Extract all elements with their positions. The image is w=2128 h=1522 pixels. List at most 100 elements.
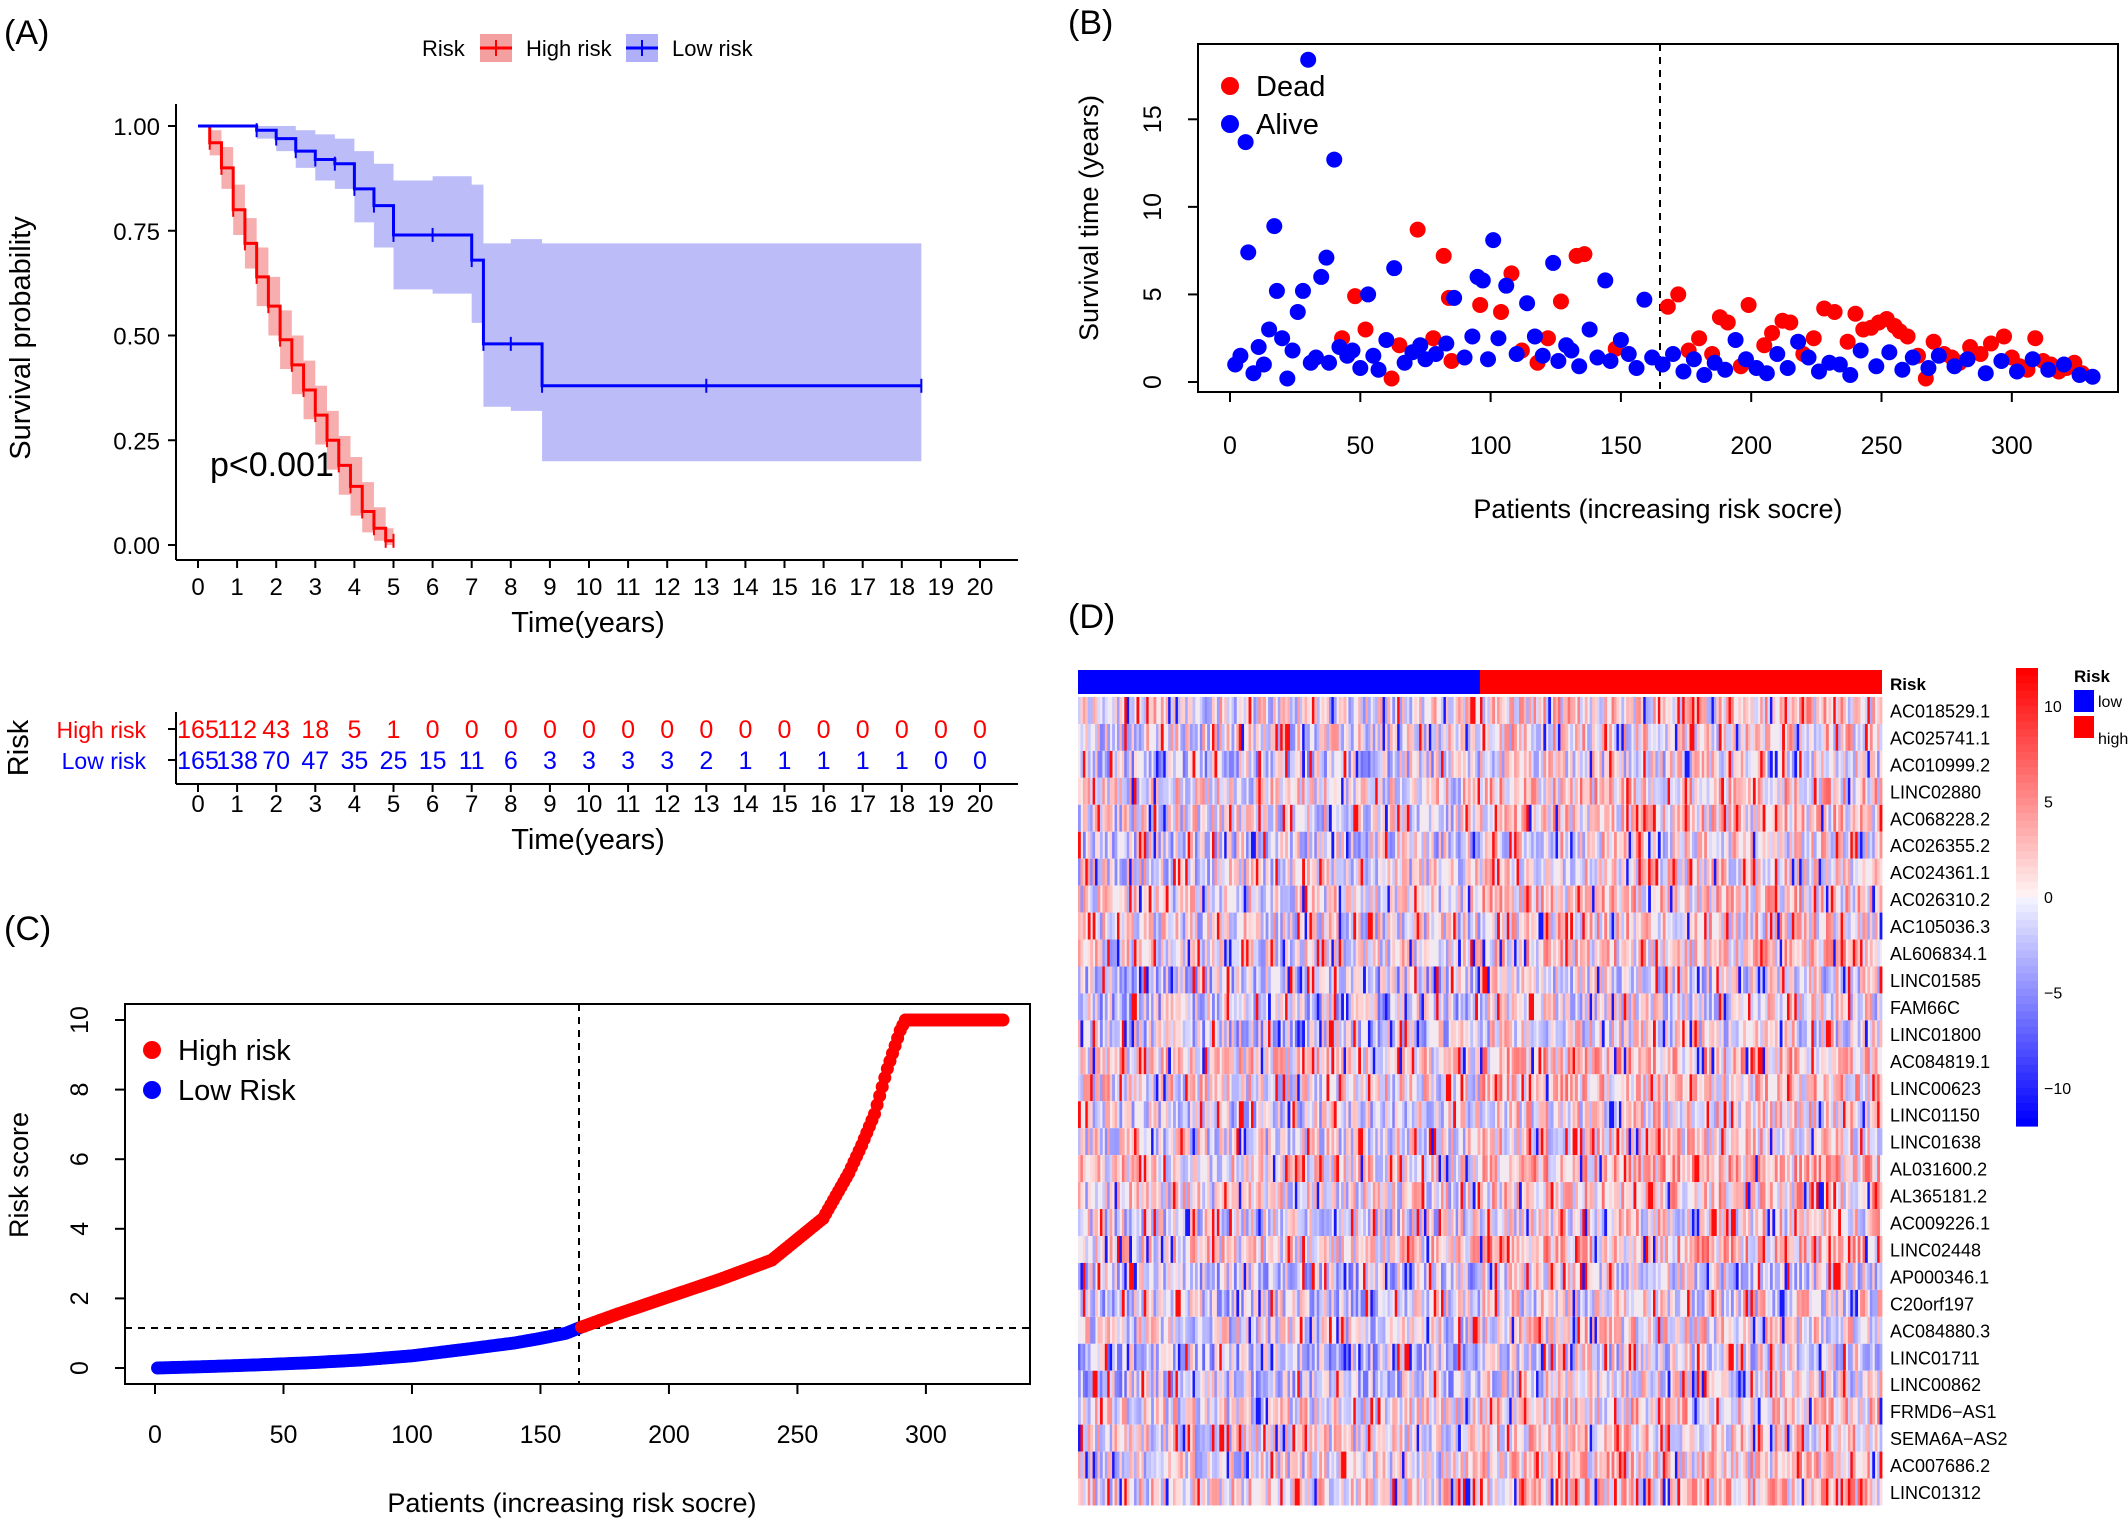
heatmap-cell [1350,993,1354,1021]
heatmap-cell [1087,831,1091,859]
heatmap-cell [1667,1047,1671,1075]
heatmap-cell [1350,912,1354,940]
heatmap-cell [1560,723,1564,751]
table-cell: 1 [738,747,752,775]
heatmap-cell [1830,885,1834,913]
heatmap-cell [1177,1101,1181,1129]
heatmap-cell [1609,966,1612,994]
heatmap-cell [1297,1020,1301,1048]
x-tick-label: 6 [426,574,439,601]
heatmap-cell [1779,885,1783,913]
heatmap-cell [1297,777,1301,805]
heatmap-cell [1862,1020,1866,1048]
heatmap-cell [1740,912,1744,940]
heatmap-cell [1394,777,1398,805]
heatmap-cell [1657,1074,1661,1102]
heatmap-cell [1277,777,1281,805]
heatmap-cell [1572,1020,1576,1048]
heatmap-cell [1307,912,1310,940]
heatmap-cell [1470,697,1474,724]
heatmap-cell [1441,1074,1444,1102]
heatmap-cell [1497,912,1500,940]
x-tick-label: 9 [543,574,556,601]
heatmap-cell [1462,939,1466,967]
heatmap-cell [1221,723,1225,751]
heatmap-cell [1504,723,1508,751]
heatmap-cell [1160,804,1164,832]
heatmap-cell [1233,1101,1237,1129]
heatmap-cell [1280,777,1284,805]
heatmap-cell [1786,777,1790,805]
heatmap-cell [1343,912,1347,940]
heatmap-cell [1165,993,1169,1021]
heatmap-cell [1601,723,1605,751]
heatmap-cell [1182,831,1186,859]
heatmap-cell [1406,697,1410,724]
heatmap-cell [1299,966,1303,994]
heatmap-cell [1616,697,1620,724]
heatmap-cell [1709,1020,1712,1048]
heatmap-cell [1358,993,1362,1021]
heatmap-cell [1095,804,1098,832]
heatmap-cell [1869,750,1873,778]
heatmap-cell [1099,939,1103,967]
heatmap-cell [1431,885,1435,913]
heatmap-cell [1341,723,1344,751]
heatmap-cell [1618,1101,1622,1129]
heatmap-cell [1348,804,1352,832]
heatmap-cell [1596,966,1600,994]
point-dead [1805,330,1822,347]
heatmap-cell [1423,831,1427,859]
heatmap-cell [1477,831,1481,859]
heatmap-cell [1336,939,1340,967]
heatmap-cell [1733,1101,1737,1129]
heatmap-cell [1207,804,1210,832]
heatmap-cell [1355,1101,1359,1129]
y-tick-label: 0.75 [113,219,160,246]
heatmap-cell [1092,777,1096,805]
heatmap-cell [1328,1020,1332,1048]
point-dead [1435,247,1452,264]
heatmap-cell [1121,1047,1125,1075]
heatmap-cell [1355,750,1359,778]
table-cell: 0 [817,716,831,744]
heatmap-cell [1821,1020,1824,1048]
heatmap-cell [1816,858,1820,886]
heatmap-cell [1272,1020,1276,1048]
heatmap-cell [1794,966,1798,994]
heatmap-cell [1399,723,1403,751]
heatmap-cell [1694,1047,1698,1075]
annotation-bar-low [1078,670,1480,694]
heatmap-cell [1862,1047,1866,1075]
heatmap-cell [1258,697,1262,724]
heatmap-cell [1428,750,1432,778]
heatmap-cell [1433,993,1437,1021]
heatmap-cell [1584,750,1588,778]
heatmap-cell [1706,858,1710,886]
heatmap-cell [1350,831,1354,859]
heatmap-cell [1594,750,1598,778]
heatmap-cell [1540,885,1544,913]
heatmap-cell [1233,912,1237,940]
heatmap-cell [1769,939,1773,967]
heatmap-cell [1640,912,1644,940]
heatmap-cell [1326,858,1330,886]
heatmap-cell [1545,1074,1549,1102]
heatmap-cell [1611,750,1615,778]
heatmap-cell [1762,939,1766,967]
heatmap-cell [1255,858,1259,886]
point-alive [1474,272,1491,289]
heatmap-cell [1268,1074,1271,1102]
heatmap-cell [1302,697,1305,724]
heatmap-cell [1348,697,1352,724]
heatmap-cell [1614,939,1617,967]
heatmap-cell [1155,885,1159,913]
heatmap-cell [1769,831,1773,859]
heatmap-cell [1414,777,1418,805]
heatmap-cell [1606,993,1610,1021]
heatmap-cell [1304,966,1308,994]
heatmap-cell [1796,831,1800,859]
heatmap-cell [1823,777,1827,805]
heatmap-cell [1643,750,1647,778]
heatmap-cell [1521,966,1525,994]
